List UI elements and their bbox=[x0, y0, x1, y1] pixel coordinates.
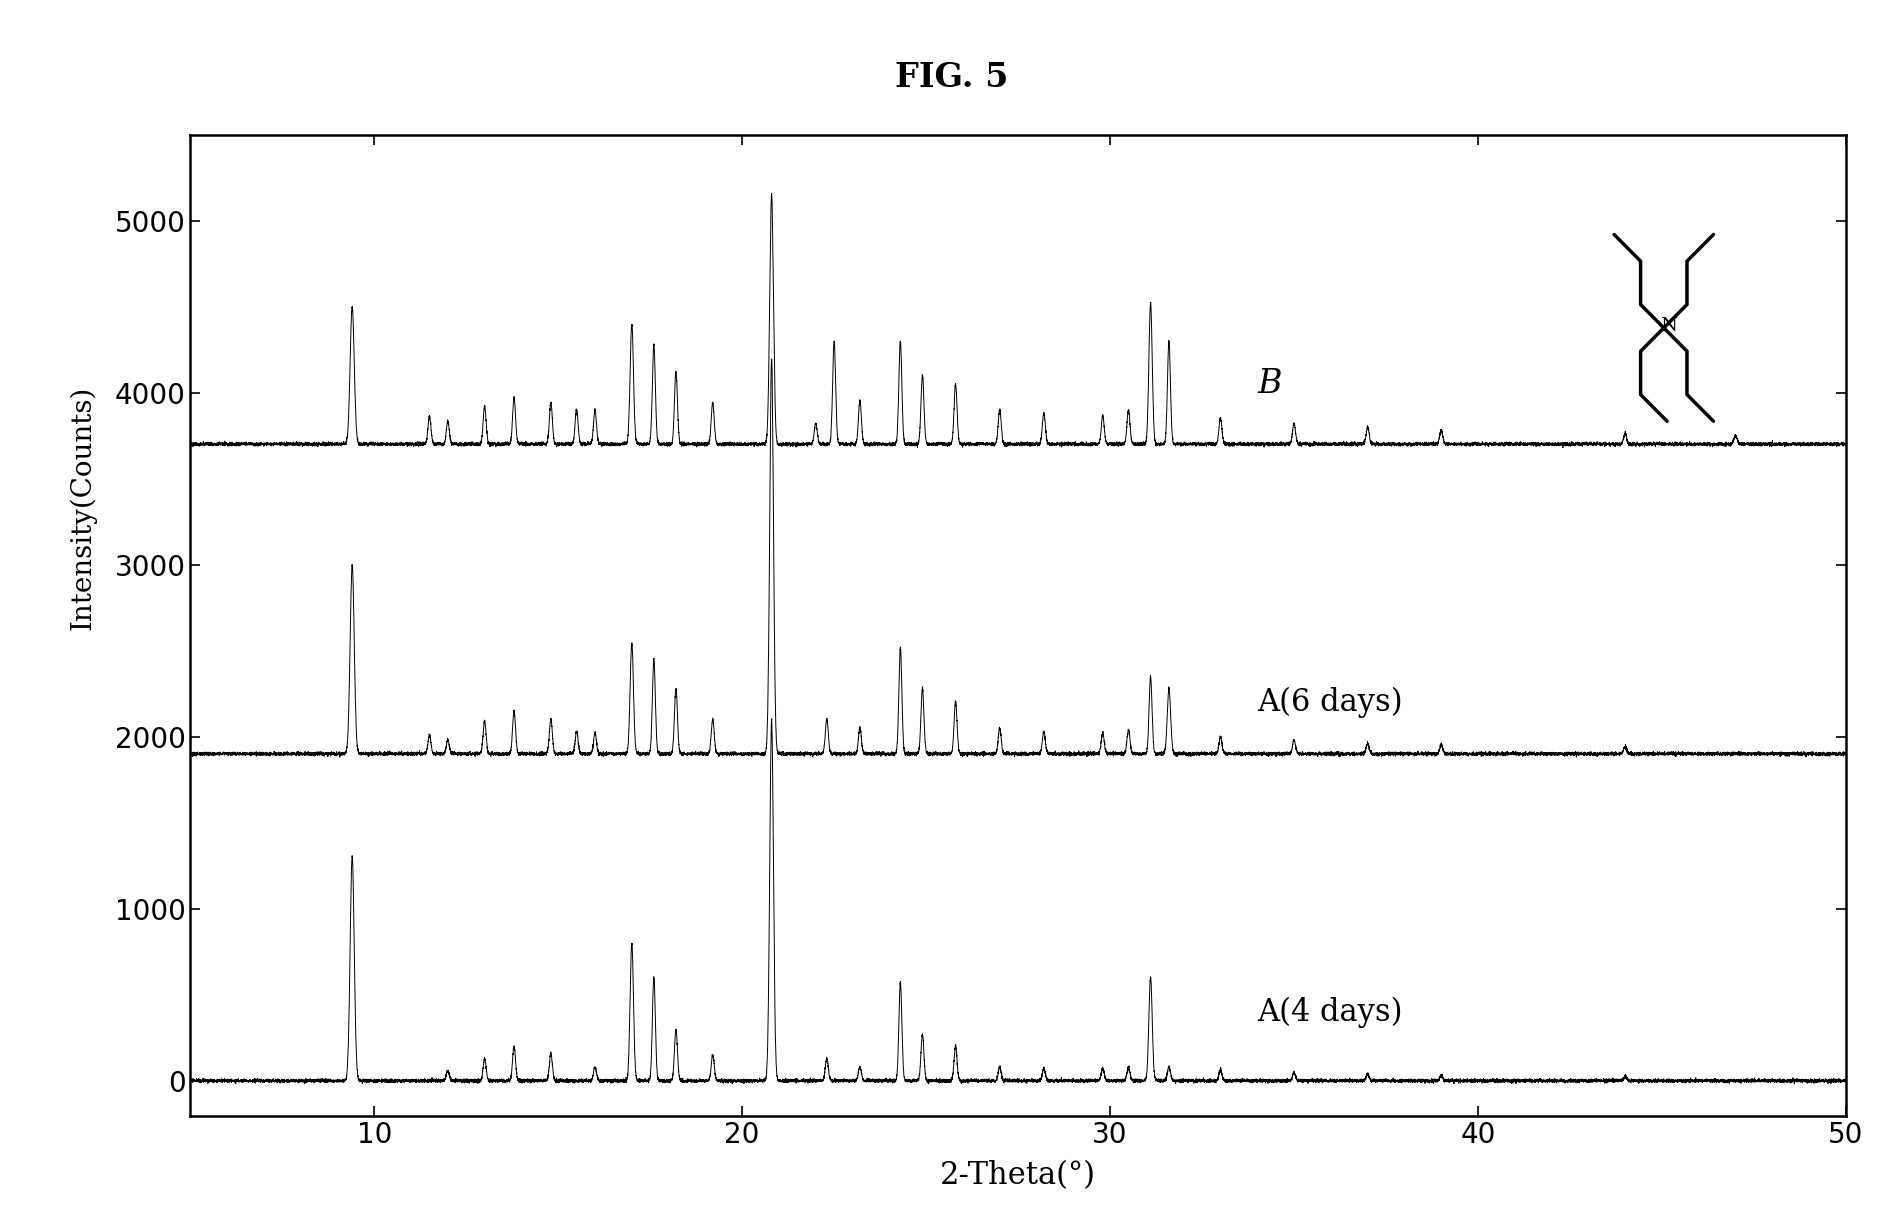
Text: Intensity(Counts): Intensity(Counts) bbox=[69, 385, 97, 630]
Text: FIG. 5: FIG. 5 bbox=[894, 61, 1009, 94]
Text: A(6 days): A(6 days) bbox=[1258, 687, 1403, 718]
Text: A(4 days): A(4 days) bbox=[1258, 997, 1403, 1029]
Text: B: B bbox=[1258, 368, 1283, 400]
X-axis label: 2-Theta(°): 2-Theta(°) bbox=[940, 1160, 1096, 1190]
